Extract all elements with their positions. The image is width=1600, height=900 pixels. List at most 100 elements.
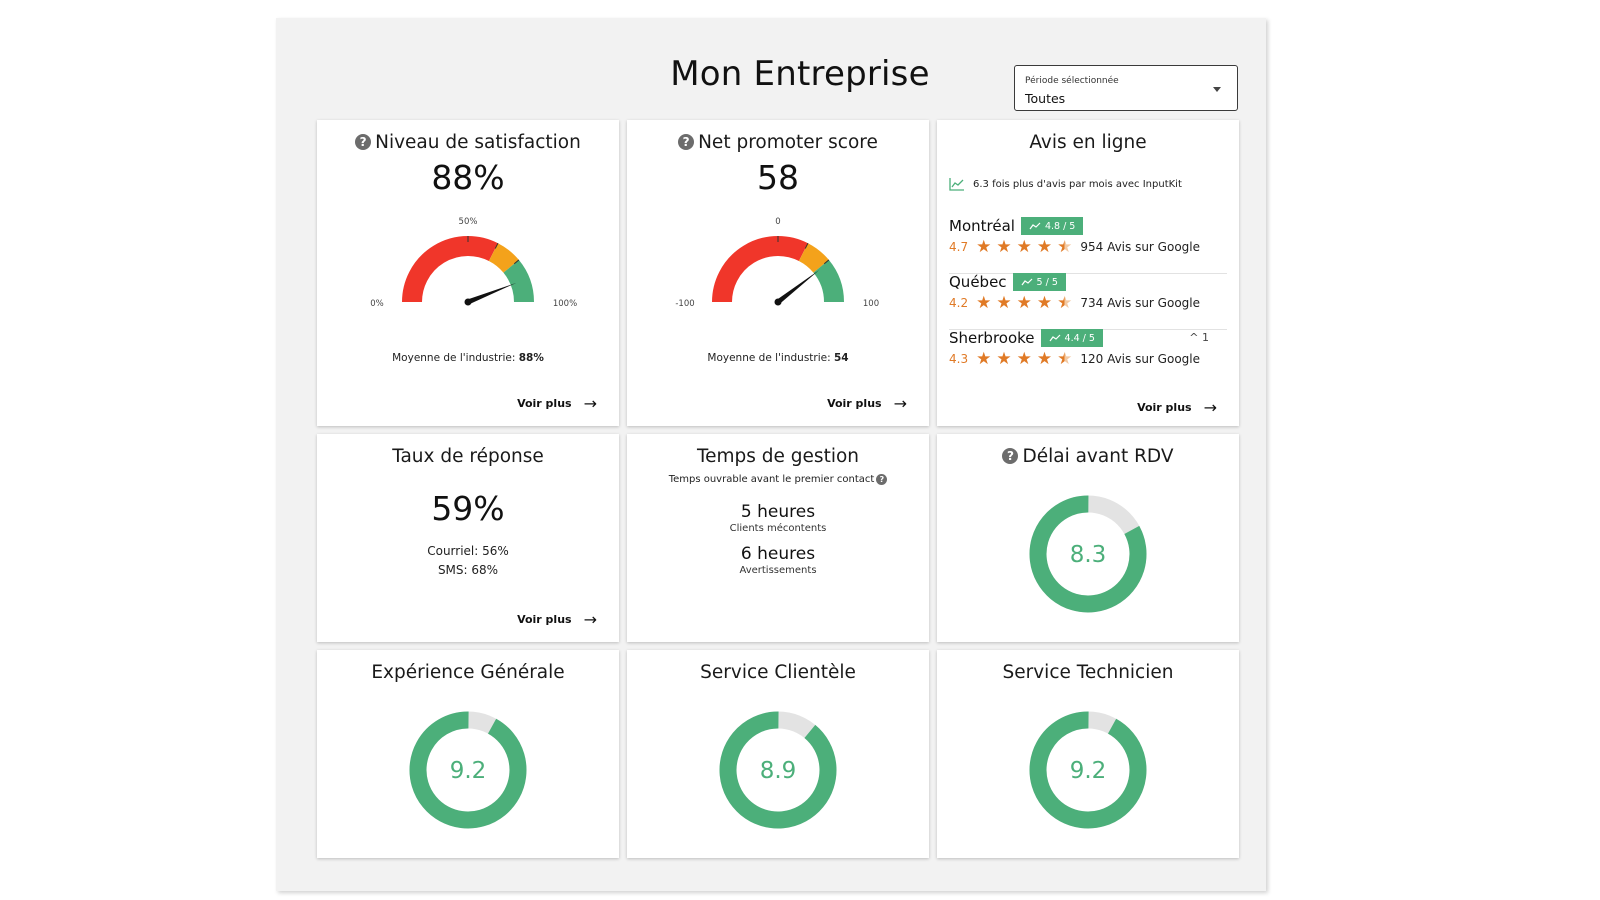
chevron-down-icon bbox=[1213, 87, 1221, 92]
satisfaction-title: ? Niveau de satisfaction bbox=[317, 132, 619, 153]
industry-average: Moyenne de l'industrie: 88% bbox=[392, 352, 544, 364]
delay-title: ? Délai avant RDV bbox=[937, 446, 1239, 467]
gauge-mid-label: 50% bbox=[459, 217, 478, 227]
location-score-badge: 4.4 / 5 bbox=[1040, 329, 1103, 347]
donut-value: 9.2 bbox=[450, 758, 487, 784]
nps-title: ? Net promoter score bbox=[627, 132, 929, 153]
star-icon: ★ bbox=[1036, 349, 1053, 369]
general-title: Expérience Générale bbox=[371, 662, 565, 683]
response-value: 59% bbox=[431, 489, 505, 528]
period-select[interactable]: Période sélectionnée Toutes bbox=[1014, 65, 1238, 111]
help-icon[interactable]: ? bbox=[355, 134, 372, 150]
gauge-tick bbox=[513, 259, 520, 265]
gauge-segment bbox=[488, 243, 519, 274]
star-icon: ★ bbox=[1016, 349, 1032, 369]
service-donut: 8.9 bbox=[719, 711, 837, 829]
nps-card: ? Net promoter score 58 0 -100 100 Moyenn… bbox=[627, 120, 929, 426]
gauge-segment bbox=[798, 243, 829, 274]
location-rating: 4.2 ★ ★ ★ ★ ★ 734 Avis sur Google bbox=[949, 293, 1200, 313]
location-rating: 4.3 ★ ★ ★ ★ ★ 120 Avis sur Google bbox=[949, 349, 1200, 369]
location-name: Sherbrooke 4.4 / 5 bbox=[949, 329, 1103, 347]
voir-plus-link[interactable]: Voir plus → bbox=[827, 393, 907, 413]
help-icon[interactable]: ? bbox=[876, 474, 888, 485]
general-card: Expérience Générale 9.2 bbox=[317, 650, 619, 858]
delay-donut: 8.3 bbox=[1029, 495, 1147, 613]
location-name: Montréal 4.8 / 5 bbox=[949, 217, 1084, 235]
period-select-label: Période sélectionnée bbox=[1025, 76, 1119, 86]
star-half-icon: ★ bbox=[1057, 349, 1073, 369]
donut-value: 8.9 bbox=[760, 758, 797, 784]
handling-card: Temps de gestion Temps ouvrable avant le… bbox=[627, 434, 929, 642]
gauge-needle-hub bbox=[464, 298, 472, 306]
star-icon: ★ bbox=[996, 293, 1012, 313]
gauge-needle-hub bbox=[774, 298, 782, 306]
voir-plus-link[interactable]: Voir plus → bbox=[1137, 397, 1217, 417]
help-icon[interactable]: ? bbox=[678, 134, 695, 150]
donut-fill bbox=[719, 711, 837, 829]
arrow-right-icon: → bbox=[1203, 397, 1217, 417]
satisfaction-card: ? Niveau de satisfaction 88% 50% 0% 100% … bbox=[317, 120, 619, 426]
handling-subtitle: Temps ouvrable avant le premier contact? bbox=[627, 474, 929, 485]
star-half-icon: ★ bbox=[1057, 293, 1073, 313]
location-score-badge: 4.8 / 5 bbox=[1020, 217, 1084, 235]
response-title: Taux de réponse bbox=[392, 446, 544, 467]
star-half-icon: ★ bbox=[1057, 237, 1073, 257]
gauge-tick bbox=[823, 259, 830, 265]
location-name: Québec 5 / 5 bbox=[949, 273, 1066, 291]
voir-plus-link[interactable]: Voir plus → bbox=[517, 393, 597, 413]
trend-up-icon bbox=[1021, 278, 1032, 286]
star-icon: ★ bbox=[976, 349, 992, 369]
technician-donut: 9.2 bbox=[1029, 711, 1147, 829]
satisfaction-gauge: 50% 0% 100% bbox=[370, 217, 577, 309]
gauge-min-label: 0% bbox=[370, 299, 384, 309]
gauge-segment bbox=[503, 259, 534, 303]
location-row: Québec 5 / 5 4.2 ★ ★ ★ ★ ★ 734 Avis sur Google bbox=[949, 273, 1227, 330]
response-sms: SMS: 68% bbox=[437, 563, 499, 577]
location-row: Sherbrooke 4.4 / 5 ^ 1 4.3 ★ ★ ★ ★ ★ 120 Avis sur… bbox=[949, 329, 1227, 385]
location-rating: 4.7 ★ ★ ★ ★ ★ 954 Avis sur Google bbox=[949, 237, 1200, 257]
handling-metric: 6 heures Avertissements bbox=[739, 544, 817, 576]
technician-card: Service Technicien 9.2 bbox=[937, 650, 1239, 858]
response-email: Courriel: 56% bbox=[427, 544, 509, 558]
donut-fill bbox=[1029, 495, 1147, 613]
gauge-tick bbox=[804, 242, 809, 249]
response-card: Taux de réponse 59% Courriel: 56% SMS: 6… bbox=[317, 434, 619, 642]
arrow-right-icon: → bbox=[893, 393, 907, 413]
gauge-max-label: 100 bbox=[863, 299, 879, 309]
donut-value: 8.3 bbox=[1070, 542, 1107, 568]
trend-up-icon bbox=[1049, 334, 1060, 342]
satisfaction-value: 88% bbox=[431, 158, 505, 197]
star-icon: ★ bbox=[1036, 237, 1053, 257]
arrow-right-icon: → bbox=[583, 393, 597, 413]
service-card: Service Clientèle 8.9 bbox=[627, 650, 929, 858]
reviews-card: Avis en ligne 6.3 fois plus d'avis par m… bbox=[937, 120, 1239, 426]
voir-plus-link[interactable]: Voir plus → bbox=[517, 609, 597, 629]
gauge-needle bbox=[776, 270, 820, 304]
gauge-max-label: 100% bbox=[553, 299, 577, 309]
gauge-needle bbox=[467, 282, 517, 305]
trend-chart-icon bbox=[949, 178, 964, 191]
donut-value: 9.2 bbox=[1070, 758, 1107, 784]
star-icon: ★ bbox=[1036, 293, 1053, 313]
star-icon: ★ bbox=[1016, 293, 1032, 313]
location-row: Montréal 4.8 / 5 4.7 ★ ★ ★ ★ ★ 954 Avis sur Goog… bbox=[949, 217, 1227, 274]
gauge-segment bbox=[813, 259, 844, 303]
gauge-tick bbox=[494, 242, 499, 249]
period-select-value: Toutes bbox=[1025, 91, 1066, 106]
help-icon[interactable]: ? bbox=[1002, 448, 1019, 464]
nps-value: 58 bbox=[757, 158, 799, 197]
star-icon: ★ bbox=[996, 349, 1012, 369]
reviews-trend: 6.3 fois plus d'avis par mois avec Input… bbox=[949, 177, 1182, 191]
location-score-badge: 5 / 5 bbox=[1012, 273, 1066, 291]
general-donut: 9.2 bbox=[409, 711, 527, 829]
gauge-segment bbox=[402, 236, 498, 303]
handling-metric: 5 heures Clients mécontents bbox=[729, 502, 827, 534]
star-icon: ★ bbox=[996, 237, 1012, 257]
star-icon: ★ bbox=[976, 293, 992, 313]
handling-title: Temps de gestion bbox=[696, 446, 860, 467]
page-title: Mon Entreprise bbox=[670, 54, 930, 94]
arrow-right-icon: → bbox=[583, 609, 597, 629]
gauge-min-label: -100 bbox=[675, 299, 694, 309]
gauge-mid-label: 0 bbox=[775, 217, 780, 227]
new-reviews-count: ^ 1 bbox=[1189, 331, 1209, 344]
